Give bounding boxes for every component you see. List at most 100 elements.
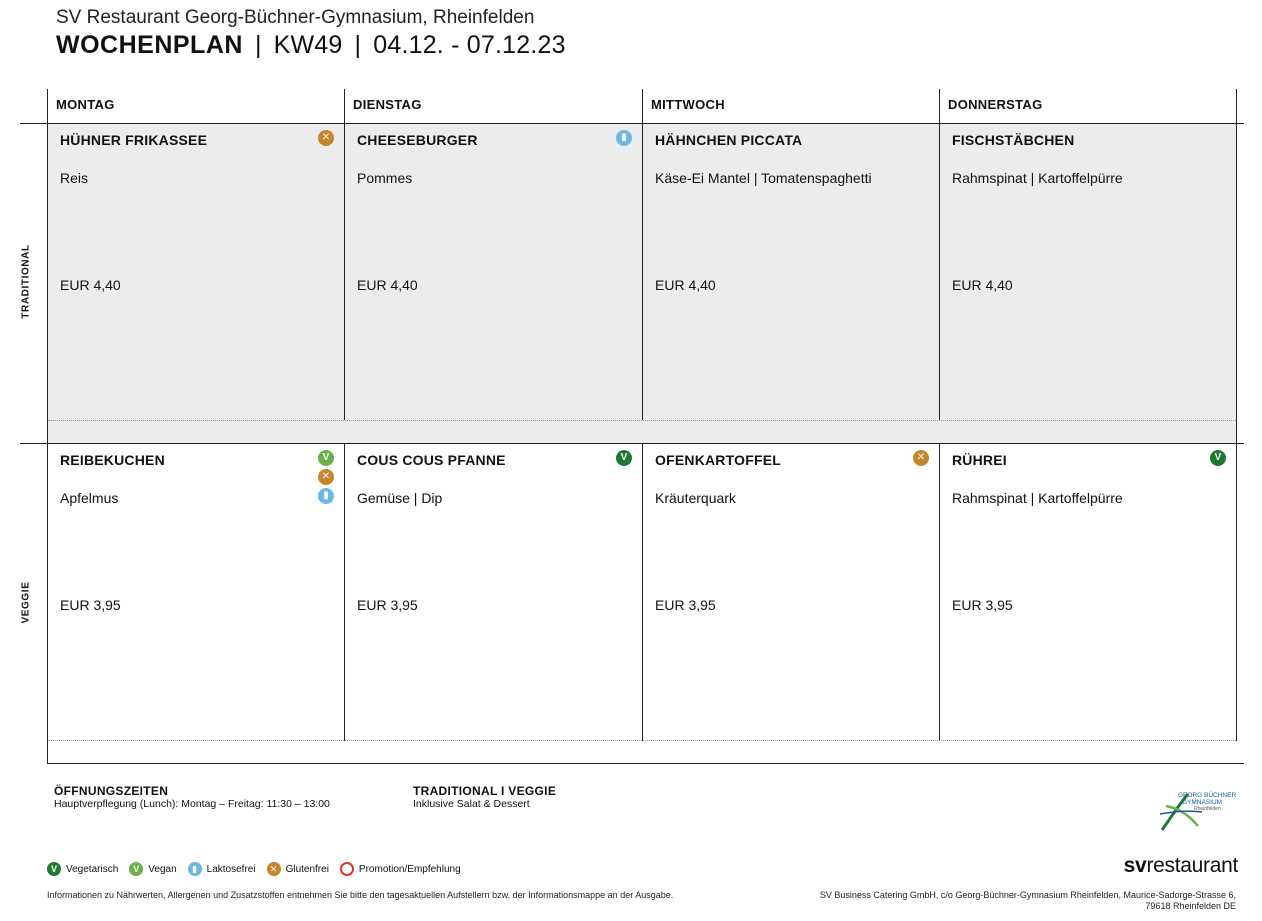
price: EUR 3,95 xyxy=(357,597,418,613)
company-line: 79618 Rheinfelden DE xyxy=(1145,901,1236,911)
grid-line xyxy=(939,89,940,741)
day-header-tuesday: DIENSTAG xyxy=(353,97,422,112)
opening-hours: ÖFFNUNGSZEITEN Hauptverpflegung (Lunch):… xyxy=(54,784,330,810)
brand-sv: sv xyxy=(1123,854,1147,877)
allergen-info: Informationen zu Nährwerten, Allergenen … xyxy=(47,890,674,900)
price: EUR 4,40 xyxy=(655,277,716,293)
dish-name: REIBEKUCHEN xyxy=(60,452,165,468)
dotted-divider xyxy=(48,740,1236,741)
menu-lines-text: Inklusive Salat & Dessert xyxy=(413,798,530,810)
grid-line xyxy=(47,89,48,764)
side-dish: Rahmspinat | Kartoffelpürre xyxy=(952,490,1123,506)
glutenfrei-icon: ✕ xyxy=(318,130,334,146)
grid-line xyxy=(642,89,643,741)
side-dish: Reis xyxy=(60,170,89,186)
menu-cell: HÜHNER FRIKASSEE ✕ Reis EUR 4,40 xyxy=(48,124,344,420)
vegetarisch-icon: V xyxy=(616,450,632,466)
diet-badges: V ✕ ▮ xyxy=(318,450,334,504)
company-address: SV Business Catering GmbH, c/o Georg-Büc… xyxy=(820,890,1236,912)
dotted-divider xyxy=(48,420,1236,421)
laktosefrei-icon: ▮ xyxy=(187,862,202,876)
price: EUR 4,40 xyxy=(952,277,1013,293)
glutenfrei-icon: ✕ xyxy=(913,450,929,466)
side-dish: Apfelmus xyxy=(60,490,119,506)
laktosefrei-icon: ▮ xyxy=(616,130,632,146)
menu-lines-info: TRADITIONAL I VEGGIE Inklusive Salat & D… xyxy=(413,784,556,810)
legend-label: Glutenfrei xyxy=(285,863,329,875)
promotion-icon xyxy=(339,862,354,876)
vegan-icon: V xyxy=(318,450,334,466)
legend-label: Laktosefrei xyxy=(206,863,256,875)
side-dish: Käse-Ei Mantel | Tomatenspaghetti xyxy=(655,170,872,186)
menu-cell: HÄHNCHEN PICCATA Käse-Ei Mantel | Tomate… xyxy=(643,124,939,420)
menu-cell: OFENKARTOFFEL ✕ Kräuterquark EUR 3,95 xyxy=(643,444,939,740)
laktosefrei-icon: ▮ xyxy=(318,488,334,504)
legend-label: Vegetarisch xyxy=(66,863,119,875)
price: EUR 3,95 xyxy=(655,597,716,613)
row-label-traditional: TRADITIONAL xyxy=(20,244,32,319)
menu-lines-title: TRADITIONAL I VEGGIE xyxy=(413,784,557,798)
menu-cell: FISCHSTÄBCHEN Rahmspinat | Kartoffelpürr… xyxy=(940,124,1236,420)
title-label: WOCHENPLAN xyxy=(56,31,243,59)
side-dish: Pommes xyxy=(357,170,413,186)
dish-name: HÜHNER FRIKASSEE xyxy=(60,132,208,148)
grid-line xyxy=(20,443,1244,444)
dish-name: OFENKARTOFFEL xyxy=(655,452,782,468)
price: EUR 3,95 xyxy=(60,597,121,613)
restaurant-name: SV Restaurant Georg-Büchner-Gymnasium, R… xyxy=(56,7,535,28)
diet-badges: ✕ xyxy=(318,130,334,146)
diet-badges: ✕ xyxy=(913,450,929,466)
day-header-monday: MONTAG xyxy=(56,97,115,112)
vegetarisch-icon: V xyxy=(47,862,61,876)
school-logo: GEORG BÜCHNER GYMNASIUM Rheinfelden xyxy=(1158,786,1236,834)
side-dish: Rahmspinat | Kartoffelpürre xyxy=(952,170,1123,186)
day-header-wednesday: MITTWOCH xyxy=(651,97,725,112)
dish-name: COUS COUS PFANNE xyxy=(357,452,506,468)
day-header-thursday: DONNERSTAG xyxy=(948,97,1043,112)
menu-cell: CHEESEBURGER ▮ Pommes EUR 4,40 xyxy=(345,124,642,420)
price: EUR 4,40 xyxy=(357,277,418,293)
badge-legend: V Vegetarisch V Vegan ▮ Laktosefrei ✕ Gl… xyxy=(47,862,467,876)
grid-line xyxy=(20,123,1244,124)
menu-cell: RÜHREI V Rahmspinat | Kartoffelpürre EUR… xyxy=(940,444,1236,740)
dish-name: HÄHNCHEN PICCATA xyxy=(655,132,803,148)
logo-line: GYMNASIUM xyxy=(1182,799,1223,806)
logo-line: GEORG BÜCHNER xyxy=(1178,792,1237,799)
grid-line xyxy=(47,763,1244,764)
company-line: SV Business Catering GmbH, c/o Georg-Büc… xyxy=(819,890,1236,900)
vegetarisch-icon: V xyxy=(1210,450,1226,466)
brand-restaurant: restaurant xyxy=(1146,854,1238,877)
side-dish: Kräuterquark xyxy=(655,490,736,506)
brand-logo: svrestaurant xyxy=(1123,854,1239,878)
dish-name: CHEESEBURGER xyxy=(357,132,478,148)
legend-label: Promotion/Empfehlung xyxy=(358,863,461,875)
glutenfrei-icon: ✕ xyxy=(266,862,281,876)
diet-badges: V xyxy=(616,450,632,466)
menu-cell: COUS COUS PFANNE V Gemüse | Dip EUR 3,95 xyxy=(345,444,642,740)
title-separator: | xyxy=(254,31,262,59)
glutenfrei-icon: ✕ xyxy=(318,469,334,485)
price: EUR 3,95 xyxy=(952,597,1013,613)
diet-badges: V xyxy=(1210,450,1226,466)
row-gap xyxy=(48,420,1236,443)
menu-cell: REIBEKUCHEN V ✕ ▮ Apfelmus EUR 3,95 xyxy=(48,444,344,740)
page-title: WOCHENPLAN | KW49 | 04.12. - 07.12.23 xyxy=(56,31,566,60)
legend-label: Vegan xyxy=(148,863,177,875)
grid-line xyxy=(344,89,345,741)
week-number: KW49 xyxy=(273,31,343,59)
side-dish: Gemüse | Dip xyxy=(357,490,443,506)
logo-line: Rheinfelden xyxy=(1194,806,1221,812)
opening-hours-title: ÖFFNUNGSZEITEN xyxy=(54,784,169,798)
price: EUR 4,40 xyxy=(60,277,121,293)
row-label-veggie: VEGGIE xyxy=(20,581,32,624)
dish-name: RÜHREI xyxy=(952,452,1007,468)
school-logo-text: GEORG BÜCHNER GYMNASIUM Rheinfelden xyxy=(1178,792,1236,813)
school-logo-swoosh xyxy=(1159,793,1203,831)
dish-name: FISCHSTÄBCHEN xyxy=(952,132,1075,148)
vegan-icon: V xyxy=(129,862,144,876)
grid-line xyxy=(1236,89,1237,741)
title-separator: | xyxy=(354,31,362,59)
diet-badges: ▮ xyxy=(616,130,632,146)
date-range: 04.12. - 07.12.23 xyxy=(373,31,566,59)
opening-hours-text: Hauptverpflegung (Lunch): Montag – Freit… xyxy=(54,798,330,810)
